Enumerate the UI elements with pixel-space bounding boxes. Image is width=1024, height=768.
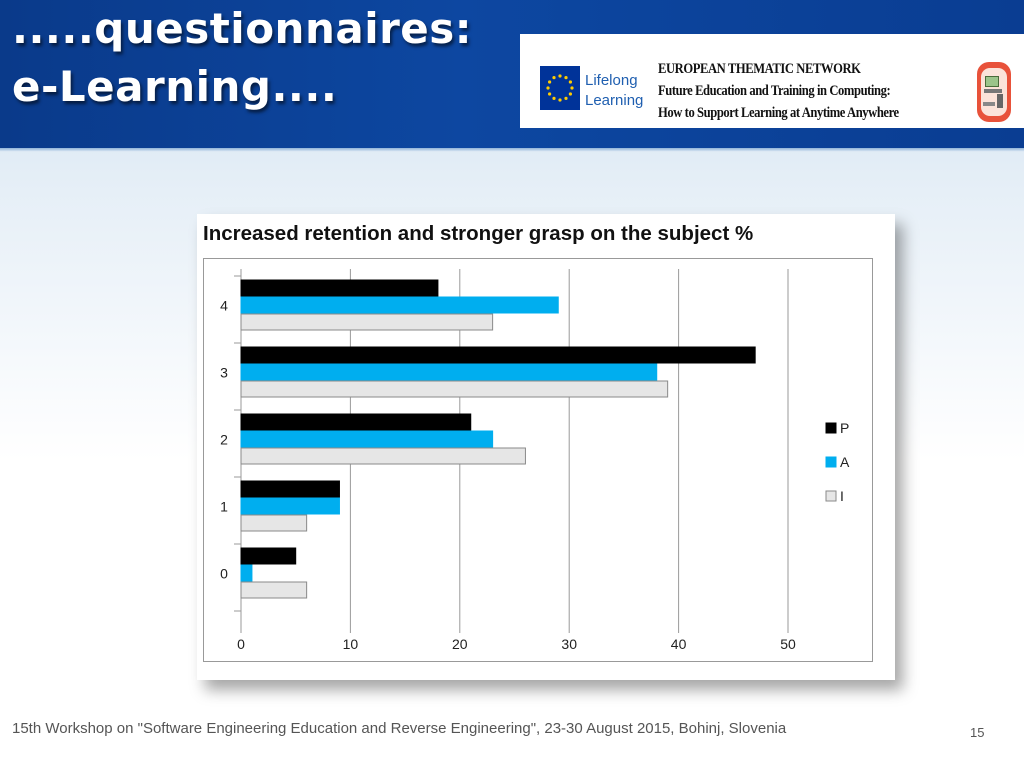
bar-P-0 bbox=[240, 547, 297, 565]
network-description: EUROPEAN THEMATIC NETWORK Future Educati… bbox=[658, 58, 899, 124]
lifelong-learning-logo: Lifelong Learning bbox=[538, 60, 648, 120]
eu-star bbox=[552, 76, 556, 80]
bar-I-4 bbox=[240, 313, 494, 331]
logo-text-lifelong: Lifelong bbox=[585, 72, 638, 89]
bar-I-0 bbox=[240, 581, 308, 599]
slide-title-line-1: .....questionnaires: bbox=[12, 4, 473, 53]
bar-I-3 bbox=[240, 380, 669, 398]
eu-star bbox=[564, 96, 568, 100]
bar-I-2 bbox=[240, 447, 526, 465]
plot-frame: 4 3 2 1 0 0 10 20 30 40 50 P A I bbox=[203, 258, 873, 662]
computer-logo-icon bbox=[974, 60, 1014, 128]
header-bar: .....questionnaires: e-Learning.... Life… bbox=[0, 0, 1024, 152]
eu-star bbox=[568, 80, 572, 84]
x-tick-label: 30 bbox=[561, 636, 577, 652]
legend-swatch-I bbox=[825, 490, 837, 502]
project-banner: Lifelong Learning EUROPEAN THEMATIC NETW… bbox=[520, 34, 1024, 128]
y-tick-label: 2 bbox=[220, 432, 228, 448]
x-tick-label: 40 bbox=[671, 636, 687, 652]
legend-label-A: A bbox=[840, 454, 850, 470]
eu-star bbox=[564, 76, 568, 80]
y-tick-label: 0 bbox=[220, 566, 228, 582]
bar-P-2 bbox=[240, 413, 472, 431]
bar-A-0 bbox=[240, 564, 253, 582]
y-tick-label: 3 bbox=[220, 365, 228, 381]
chart-title: Increased retention and stronger grasp o… bbox=[203, 222, 754, 245]
legend-swatch-P bbox=[825, 422, 837, 434]
x-tick-label: 10 bbox=[343, 636, 359, 652]
eu-star bbox=[548, 92, 552, 96]
x-tick-label: 0 bbox=[237, 636, 245, 652]
bar-A-2 bbox=[240, 430, 494, 448]
bar-P-1 bbox=[240, 480, 340, 498]
logo-text-learning: Learning bbox=[585, 92, 643, 109]
bar-I-1 bbox=[240, 514, 308, 532]
legend-label-I: I bbox=[840, 488, 844, 504]
eu-star bbox=[558, 98, 562, 102]
legend-label-P: P bbox=[840, 420, 849, 436]
legend-swatch-A bbox=[825, 456, 837, 468]
banner-line-3: How to Support Learning at Anytime Anywh… bbox=[658, 105, 899, 121]
bar-A-4 bbox=[240, 296, 559, 314]
eu-stars-icon bbox=[546, 74, 574, 102]
eu-star bbox=[558, 74, 562, 78]
eu-star bbox=[546, 86, 550, 90]
eu-star bbox=[570, 86, 574, 90]
eu-star bbox=[552, 96, 556, 100]
slide-title-line-2: e-Learning.... bbox=[12, 62, 338, 111]
bar-A-3 bbox=[240, 363, 658, 381]
y-tick-label: 4 bbox=[220, 298, 228, 314]
x-tick-label: 50 bbox=[780, 636, 796, 652]
eu-star bbox=[568, 92, 572, 96]
bar-A-1 bbox=[240, 497, 340, 515]
slide-number: 15 bbox=[970, 725, 985, 740]
eu-star bbox=[548, 80, 552, 84]
bar-P-4 bbox=[240, 279, 439, 297]
eu-flag-icon bbox=[540, 66, 580, 110]
banner-line-2: Future Education and Training in Computi… bbox=[658, 83, 891, 99]
bar-P-3 bbox=[240, 346, 756, 364]
slide-title: .....questionnaires: e-Learning.... bbox=[12, 0, 472, 116]
y-tick-label: 1 bbox=[220, 499, 228, 515]
chart-card: Increased retention and stronger grasp o… bbox=[197, 214, 895, 680]
footer-text: 15th Workshop on "Software Engineering E… bbox=[12, 720, 787, 737]
x-tick-label: 20 bbox=[452, 636, 468, 652]
banner-line-1: EUROPEAN THEMATIC NETWORK bbox=[658, 61, 861, 77]
